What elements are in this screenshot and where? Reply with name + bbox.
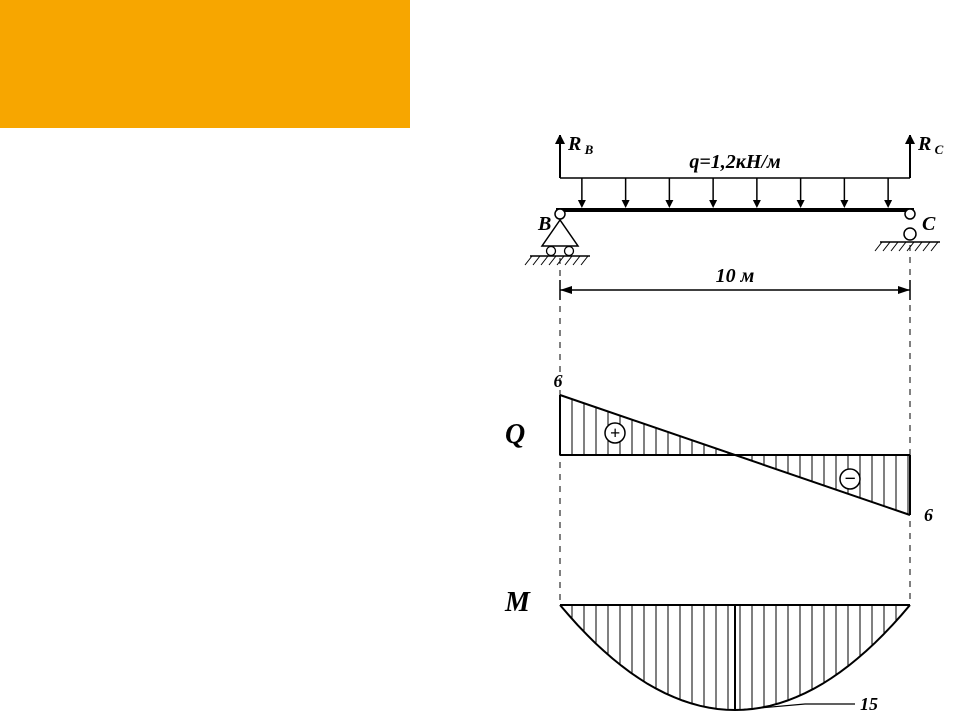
M-max-value: 15	[860, 694, 878, 714]
Q-label: Q	[505, 419, 525, 450]
Q-right-value: 6	[924, 505, 933, 525]
svg-text:+: +	[610, 423, 620, 443]
reaction-right: R C	[917, 135, 944, 157]
beam-diagram: q=1,2кН/м R B R C B C 10 м Q 6 6 + − M 15	[440, 135, 960, 720]
top-banner	[0, 0, 410, 128]
Q-left-value: 6	[554, 371, 563, 391]
node-C: C	[922, 213, 936, 235]
svg-text:−: −	[844, 468, 856, 490]
reaction-left: R B	[567, 135, 594, 157]
load-label: q=1,2кН/м	[689, 151, 781, 173]
node-B: B	[537, 213, 551, 235]
M-label: M	[504, 587, 531, 618]
span-label: 10 м	[716, 265, 755, 287]
